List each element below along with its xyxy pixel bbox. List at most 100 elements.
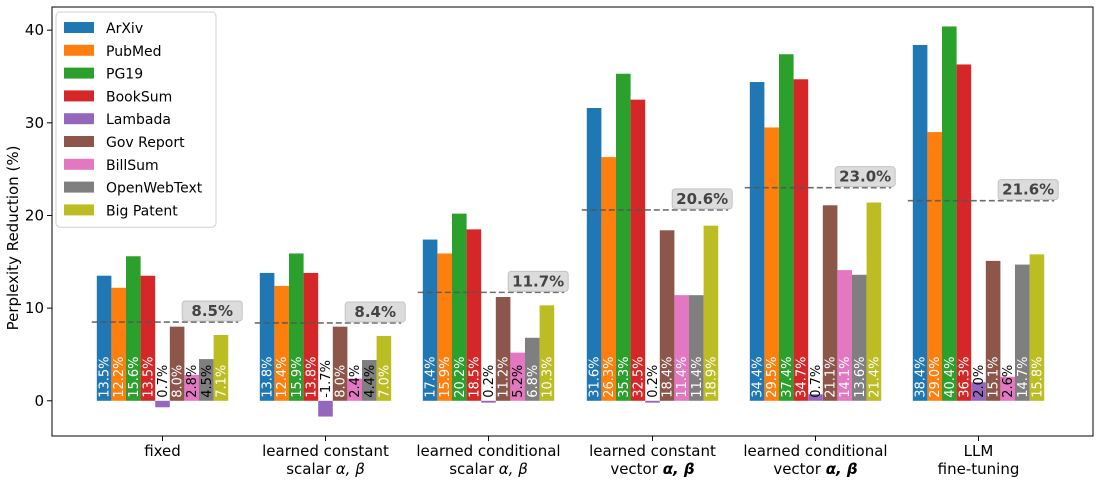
bar-value-label: 29.0% xyxy=(928,356,943,397)
bar xyxy=(703,225,719,401)
bar xyxy=(764,127,779,401)
bar xyxy=(601,157,616,401)
x-tick-label-line2: fine-tuning xyxy=(938,460,1020,478)
bar-value-label: 32.5% xyxy=(631,356,646,397)
average-label: 8.4% xyxy=(354,303,396,321)
legend: ArXiv PubMed PG19 BookSum Lambada Gov Report B… xyxy=(55,11,217,228)
bar xyxy=(985,260,1001,401)
bar xyxy=(866,202,882,401)
average-label-box xyxy=(344,301,406,323)
x-tick-label-line2: scalar α, β xyxy=(449,460,528,478)
bar xyxy=(749,82,765,401)
bar xyxy=(303,272,319,401)
bar xyxy=(942,26,957,401)
bar xyxy=(837,270,852,401)
x-tick-label: learned conditional xyxy=(743,442,887,460)
bar xyxy=(169,326,185,401)
bar-value-label: -1.7% xyxy=(319,360,334,398)
bar-value-label: 13.8% xyxy=(304,356,319,397)
bar-value-label: 2.8% xyxy=(185,365,200,398)
bar-value-label: 10.3% xyxy=(540,356,555,397)
bar-value-label: 0.2% xyxy=(482,365,497,398)
bar xyxy=(422,239,438,401)
bar xyxy=(586,107,602,401)
bar xyxy=(1029,254,1045,401)
bar xyxy=(630,99,646,401)
bar xyxy=(616,73,631,401)
bar-value-label: 18.4% xyxy=(661,356,676,397)
legend-label: Gov Report xyxy=(106,135,185,151)
bar-value-label: 13.8% xyxy=(261,356,276,397)
legend-swatch xyxy=(64,136,94,147)
legend-swatch xyxy=(64,113,94,125)
bar-value-label: 15.6% xyxy=(127,356,142,397)
bar-value-label: 34.7% xyxy=(794,356,809,397)
legend-swatch xyxy=(64,44,94,56)
bar xyxy=(645,400,660,403)
bar xyxy=(808,394,823,401)
bar-value-label: 38.4% xyxy=(914,356,929,397)
bar-value-label: 11.2% xyxy=(497,356,512,397)
bar-value-label: 8.0% xyxy=(171,365,186,398)
bar-value-label: 7.0% xyxy=(377,365,392,398)
bar xyxy=(199,359,214,401)
legend-label: Lambada xyxy=(106,112,171,128)
bar xyxy=(274,285,289,401)
bar xyxy=(1015,264,1030,401)
average-label: 20.6% xyxy=(676,190,728,208)
legend-label: PG19 xyxy=(106,67,143,83)
bar-value-label: 29.5% xyxy=(765,356,780,397)
bar-value-label: 0.7% xyxy=(156,365,171,398)
plot-frame xyxy=(51,6,1094,437)
x-tick-label: learned conditional xyxy=(416,442,560,460)
bar xyxy=(96,275,112,401)
bar-value-label: 8.0% xyxy=(334,365,349,398)
bar xyxy=(912,44,928,401)
bar xyxy=(184,374,199,401)
bar xyxy=(1000,376,1015,401)
bar-value-label: 15.9% xyxy=(438,356,453,397)
bar-value-label: 14.7% xyxy=(1016,356,1031,397)
bar xyxy=(452,213,467,401)
average-label-box xyxy=(507,270,569,292)
average-label-box xyxy=(997,179,1059,201)
bar-value-label: 21.1% xyxy=(824,356,839,397)
legend-label: BookSum xyxy=(106,89,172,105)
bar-value-label: 11.4% xyxy=(675,356,690,397)
legend-label: ArXiv xyxy=(106,21,143,37)
bar-value-label: 13.6% xyxy=(853,356,868,397)
bar xyxy=(927,132,942,401)
legend-swatch xyxy=(64,22,94,33)
legend-label: PubMed xyxy=(106,44,162,60)
bar-value-label: 18.5% xyxy=(467,356,482,397)
x-tick-label-line2: scalar α, β xyxy=(286,460,365,478)
x-tick-label-line2: vector α, β xyxy=(610,460,694,478)
y-tick-label: 10 xyxy=(25,299,44,317)
bar xyxy=(659,230,675,401)
legend-label: OpenWebText xyxy=(106,181,203,197)
average-label: 11.7% xyxy=(512,272,564,290)
bar-value-label: 13.5% xyxy=(141,356,156,397)
bar xyxy=(318,400,333,417)
bar xyxy=(779,54,794,401)
bar-value-label: 36.3% xyxy=(957,356,972,397)
bar-value-label: 26.3% xyxy=(602,356,617,397)
y-tick-label: 40 xyxy=(25,21,44,39)
bar xyxy=(689,295,704,401)
x-tick-label: LLM xyxy=(964,442,994,460)
bar xyxy=(793,79,809,401)
bar xyxy=(956,64,972,401)
y-tick-label: 30 xyxy=(25,114,44,132)
bar xyxy=(289,253,304,401)
y-tick-label: 0 xyxy=(34,392,44,410)
average-label-box xyxy=(671,188,733,210)
bar-value-label: 15.9% xyxy=(290,356,305,397)
bar xyxy=(126,256,141,401)
bar xyxy=(674,295,689,401)
bar-value-label: 6.8% xyxy=(526,365,541,398)
bar xyxy=(213,335,229,401)
bar-value-label: 4.5% xyxy=(200,365,215,398)
bar xyxy=(510,352,525,401)
